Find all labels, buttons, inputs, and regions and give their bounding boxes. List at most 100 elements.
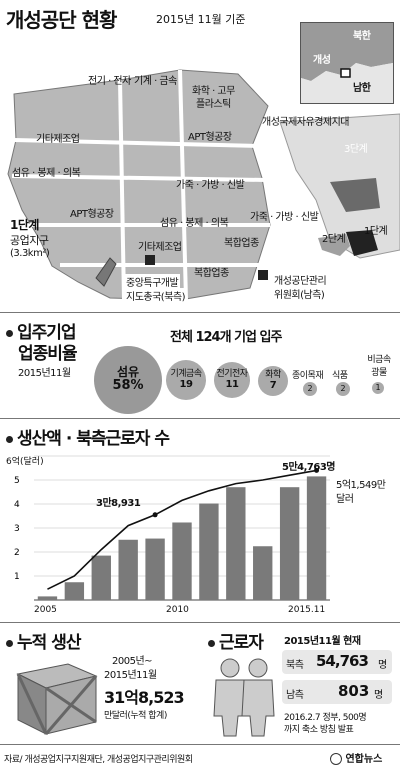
- map-label-chem: 화학 · 고무: [192, 86, 235, 97]
- map-label-textile1: 섬유 · 봉제 · 의복: [12, 168, 81, 179]
- bubble-paper: 2: [303, 382, 317, 396]
- workers-icon: [213, 658, 275, 737]
- bar-2008: [118, 539, 138, 600]
- workers-date: 2015년11월 현재: [284, 636, 361, 647]
- y-tick-label: 1: [14, 572, 20, 582]
- y-tick-label: 4: [14, 500, 20, 510]
- stage2-label: 2단계: [322, 234, 346, 245]
- free-zone-label: 개성국제자유경제지대: [262, 117, 350, 128]
- companies-date: 2015년11월: [18, 368, 71, 379]
- inset-map: 북한 개성 남한: [300, 22, 394, 104]
- y-tick-label: 5: [14, 476, 20, 486]
- south-stat-box: [282, 680, 392, 704]
- inset-north-label: 북한: [353, 31, 371, 42]
- inset-kaesong-label: 개성: [313, 55, 331, 66]
- phase1-area: (3.3km²): [10, 248, 50, 259]
- north-stat-box: [282, 650, 392, 674]
- map-label-other1: 기타제조업: [36, 134, 80, 145]
- committee-marker: [258, 270, 268, 280]
- page-date: 2015년 11월 기준: [156, 13, 246, 26]
- south-unit: 명: [374, 690, 383, 701]
- workers-note2: 까지 축소 방침 발표: [284, 725, 354, 735]
- complex-outline: [7, 69, 271, 301]
- inset-map-shape: [301, 23, 393, 103]
- workers-title: 근로자: [208, 628, 264, 653]
- bubble-chem: 화학 7: [258, 366, 288, 396]
- y-unit: 6억(달러): [6, 457, 44, 467]
- bar-2013: [253, 546, 273, 600]
- workers-line: [47, 469, 317, 590]
- stage3-zone: [330, 178, 380, 212]
- x-tick-2010: 2010: [166, 605, 189, 615]
- bar-2005: [37, 596, 58, 600]
- dev-office-label: 중앙특구개발: [124, 274, 181, 289]
- map-label-complex2: 복합업종: [194, 268, 229, 279]
- label-food: 식품: [332, 371, 348, 381]
- bar-2012: [226, 487, 246, 600]
- stage3-label: 3단계: [344, 144, 368, 155]
- phase1-sub: 공업지구: [10, 234, 49, 247]
- complex-roads: [11, 69, 270, 301]
- bullet-icon: [208, 639, 215, 647]
- map-label-complex1: 복합업종: [224, 238, 259, 249]
- crate-icon: [16, 663, 98, 735]
- bubble-food: 2: [336, 382, 350, 396]
- cumulative-period: 2005년~: [112, 656, 153, 667]
- south-value: 803: [338, 682, 370, 700]
- north-value: 54,763: [316, 652, 369, 670]
- latest-label: 5억1,549만: [336, 480, 386, 491]
- companies-total: 전체 124개 기업 입주: [170, 330, 282, 345]
- early-label: 3만8,931: [96, 498, 141, 509]
- source: 자료/ 개성공업지구지원재단, 개성공업지구관리위원회: [4, 755, 193, 765]
- bar-2006: [64, 582, 85, 600]
- divider-4: [0, 744, 400, 745]
- bar-2015.11: [306, 476, 327, 600]
- companies-title2: 업종비율: [18, 344, 78, 364]
- bubble-machine: 기계금속 19: [166, 360, 206, 400]
- dev-office-marker: [145, 255, 155, 265]
- bar-2009: [145, 538, 165, 600]
- complex-map: [7, 69, 400, 301]
- bubble-textile: 섬유 58%: [94, 346, 162, 414]
- map-label-other2: 기타제조업: [138, 242, 182, 253]
- inset-south-label: 남한: [353, 83, 371, 94]
- north-unit: 명: [378, 660, 387, 671]
- bar-2011: [199, 503, 219, 600]
- dev-office-label2: 지도총국(북측): [124, 288, 188, 303]
- line-point: [152, 512, 158, 518]
- south-label: 남측: [286, 690, 304, 701]
- latest-unit: 달러: [336, 494, 354, 505]
- production-chart: 1 2 3 4 5: [14, 455, 330, 601]
- bubble-mineral: 1: [372, 382, 384, 394]
- cumulative-title: 누적 생산: [6, 628, 81, 653]
- companies-title: 입주기업: [6, 318, 77, 343]
- peak-label: 5만4,763명: [282, 462, 336, 473]
- phase1-marker: [95, 257, 117, 287]
- bar-2014: [279, 487, 300, 600]
- committee-label: 개성공단관리: [272, 272, 329, 287]
- bubble-electric: 전기전자 11: [214, 362, 250, 398]
- committee-label2: 위원회(남측): [272, 286, 327, 301]
- map-label-machine: 기계 · 금속: [134, 76, 177, 87]
- stage1-label: 1단계: [364, 226, 388, 237]
- page-title: 개성공단 현황: [6, 8, 117, 32]
- map-label-leather1: 가죽 · 가방 · 신발: [176, 180, 245, 191]
- bar-2010: [172, 522, 192, 600]
- cumulative-amount: 31억8,523: [104, 688, 185, 707]
- map-label-textile2: 섬유 · 봉제 · 의복: [160, 218, 229, 229]
- stage2-zone: [318, 234, 350, 256]
- brand-logo: 연합뉴스: [330, 750, 382, 765]
- y-tick-label: 3: [14, 524, 20, 534]
- label-paper: 종이목재: [292, 371, 324, 381]
- globe-icon: [330, 753, 342, 765]
- map-label-leather2: 가죽 · 가방 · 신발: [250, 212, 319, 223]
- production-title: 생산액 · 북측근로자 수: [6, 424, 170, 449]
- divider-3: [0, 622, 400, 623]
- workers-note: 2016.2.7 정부, 500명: [284, 713, 367, 723]
- x-tick-2015: 2015.11: [288, 605, 326, 615]
- map-label-plastic: 플라스틱: [196, 99, 231, 110]
- cumulative-unit: 만달러(누적 합계): [104, 711, 167, 721]
- stage1-zone: [346, 230, 378, 256]
- label-mineral: 비금속 광물: [367, 355, 391, 378]
